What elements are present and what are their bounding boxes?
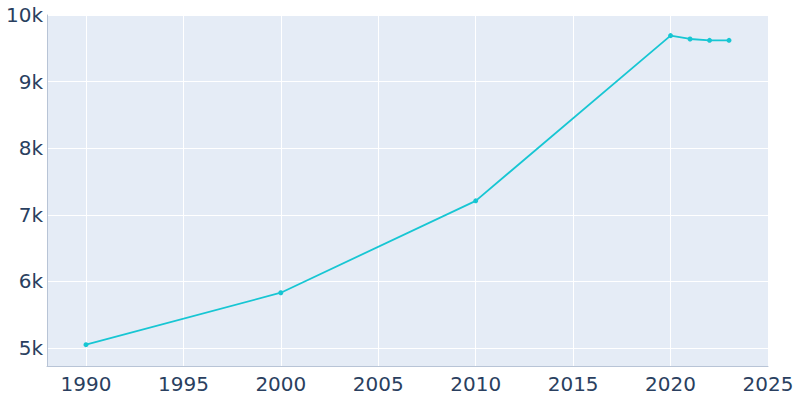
svg-text:2010: 2010: [450, 372, 501, 396]
svg-text:8k: 8k: [19, 136, 44, 160]
svg-text:1990: 1990: [61, 372, 112, 396]
svg-text:2005: 2005: [353, 372, 404, 396]
svg-text:2015: 2015: [548, 372, 599, 396]
svg-text:1995: 1995: [158, 372, 209, 396]
svg-text:6k: 6k: [19, 269, 44, 293]
svg-text:7k: 7k: [19, 203, 44, 227]
svg-text:10k: 10k: [6, 3, 43, 27]
svg-text:2000: 2000: [255, 372, 306, 396]
svg-text:2020: 2020: [645, 372, 696, 396]
svg-text:9k: 9k: [19, 70, 44, 94]
svg-text:2025: 2025: [743, 372, 794, 396]
svg-text:5k: 5k: [19, 336, 44, 360]
